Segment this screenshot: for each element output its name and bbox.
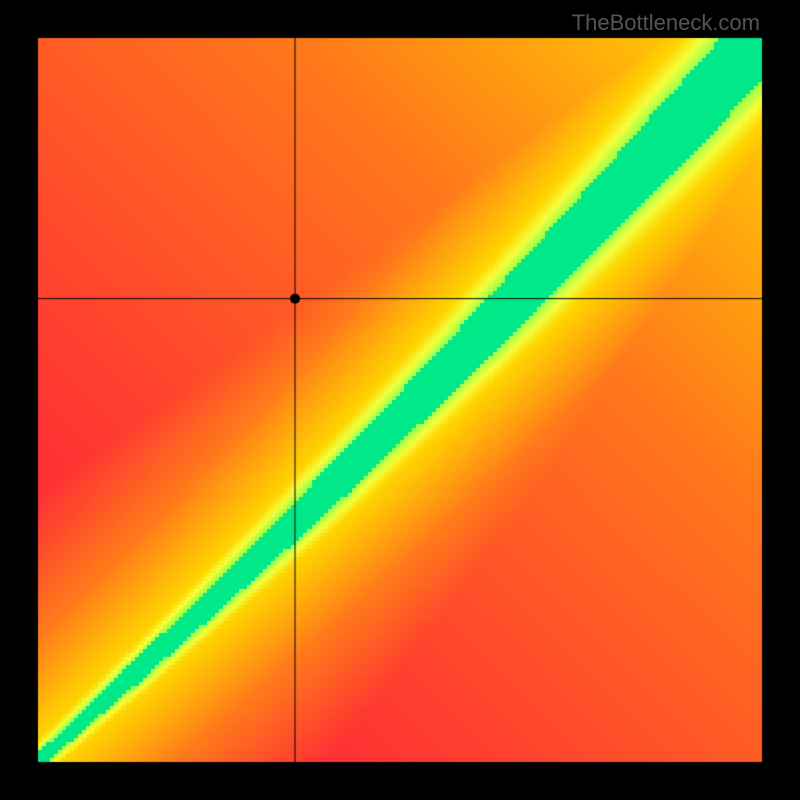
bottleneck-heatmap: [0, 0, 800, 800]
chart-container: TheBottleneck.com: [0, 0, 800, 800]
watermark-text: TheBottleneck.com: [572, 10, 760, 36]
